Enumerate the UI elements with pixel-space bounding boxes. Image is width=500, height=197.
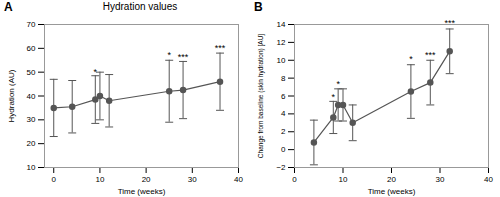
html-text:Hydration values: Hydration values	[102, 1, 178, 12]
svg-text:10: 10	[277, 56, 286, 65]
svg-text:14: 14	[277, 20, 286, 29]
svg-text:0: 0	[292, 175, 297, 184]
svg-text:*: *	[94, 67, 98, 77]
svg-text:−2: −2	[276, 163, 286, 172]
svg-text:10: 10	[95, 175, 104, 184]
svg-text:30: 30	[436, 175, 445, 184]
svg-text:20: 20	[387, 175, 396, 184]
svg-text:Change from baseline (skin hyd: Change from baseline (skin hydration) [A…	[257, 34, 265, 158]
svg-text:70: 70	[27, 20, 36, 29]
svg-text:40: 40	[27, 92, 36, 101]
svg-text:*: *	[167, 50, 171, 60]
svg-text:0: 0	[52, 175, 57, 184]
svg-text:4: 4	[281, 109, 286, 118]
svg-text:Time (weeks): Time (weeks)	[118, 187, 166, 196]
svg-text:10: 10	[27, 163, 36, 172]
svg-text:6: 6	[281, 92, 286, 101]
svg-text:***: ***	[215, 43, 226, 53]
svg-text:*: *	[336, 79, 340, 89]
svg-text:8: 8	[281, 74, 286, 83]
svg-text:60: 60	[27, 44, 36, 53]
svg-text:12: 12	[277, 38, 286, 47]
svg-text:*: *	[332, 92, 336, 102]
svg-text:20: 20	[27, 139, 36, 148]
svg-text:***: ***	[178, 52, 189, 62]
svg-text:40: 40	[484, 175, 493, 184]
svg-text:0: 0	[281, 145, 286, 154]
html-text:B: B	[254, 0, 263, 14]
svg-text:50: 50	[27, 68, 36, 77]
svg-text:30: 30	[188, 175, 197, 184]
svg-text:30: 30	[27, 115, 36, 124]
svg-text:Time (weeks): Time (weeks)	[368, 187, 416, 196]
html-text:A: A	[4, 0, 13, 14]
svg-text:2: 2	[281, 127, 286, 136]
svg-text:20: 20	[142, 175, 151, 184]
svg-text:Hydration (AU): Hydration (AU)	[7, 69, 16, 122]
svg-text:***: ***	[425, 50, 436, 60]
svg-text:***: ***	[444, 18, 455, 28]
svg-text:10: 10	[339, 175, 348, 184]
svg-text:*: *	[409, 54, 413, 64]
svg-text:40: 40	[234, 175, 243, 184]
